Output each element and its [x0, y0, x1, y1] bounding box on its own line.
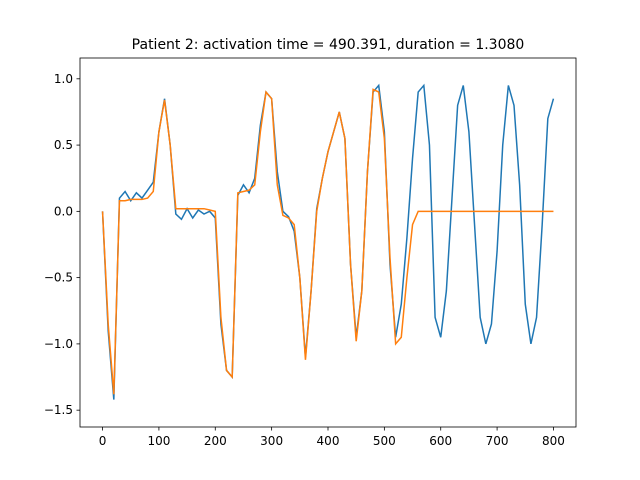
y-tick-label: −1.0: [44, 337, 73, 351]
x-tick-label: 500: [373, 434, 396, 448]
y-tick-label: 0.5: [54, 138, 73, 152]
x-tick-label: 100: [147, 434, 170, 448]
x-tick-label: 800: [542, 434, 565, 448]
y-tick-label: −1.5: [44, 403, 73, 417]
y-tick-label: 0.0: [54, 204, 73, 218]
line-series: [101, 83, 555, 400]
x-tick-label: 700: [486, 434, 509, 448]
line-series: [101, 88, 554, 395]
x-tick-label: 300: [260, 434, 283, 448]
plot-frame: [79, 57, 577, 428]
y-tick-label: −0.5: [44, 271, 73, 285]
x-tick-label: 600: [429, 434, 452, 448]
chart-title: Patient 2: activation time = 490.391, du…: [132, 37, 525, 53]
y-tick-label: 1.0: [54, 72, 73, 86]
x-tick-label: 200: [204, 434, 227, 448]
x-tick-label: 0: [99, 434, 107, 448]
x-tick-label: 400: [317, 434, 340, 448]
